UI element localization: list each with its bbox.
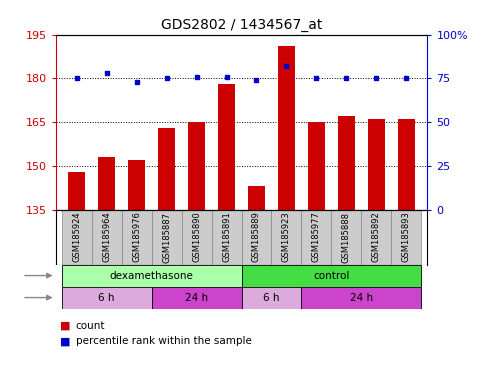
Text: GSM185977: GSM185977 [312,212,321,263]
Bar [122,210,152,265]
Bar [271,210,301,265]
Bar [152,210,182,265]
Bar [331,210,361,265]
Bar [98,157,115,210]
Text: GSM185887: GSM185887 [162,212,171,263]
Bar [242,265,422,286]
Bar [218,84,235,210]
Text: ■: ■ [60,336,71,346]
Text: ■: ■ [60,321,71,331]
Bar [128,160,145,210]
Bar [242,210,271,265]
Text: GSM185889: GSM185889 [252,212,261,263]
Text: 6 h: 6 h [98,293,115,303]
Text: 24 h: 24 h [185,293,208,303]
Bar [301,286,422,309]
Text: GSM185893: GSM185893 [402,212,411,263]
Text: control: control [313,271,350,281]
Bar [248,186,265,210]
Bar [61,265,242,286]
Bar [152,286,242,309]
Text: GSM185923: GSM185923 [282,212,291,262]
Title: GDS2802 / 1434567_at: GDS2802 / 1434567_at [161,18,322,32]
Bar [92,210,122,265]
Bar [301,210,331,265]
Text: GSM185890: GSM185890 [192,212,201,262]
Text: GSM185924: GSM185924 [72,212,81,262]
Text: count: count [76,321,105,331]
Text: GSM185964: GSM185964 [102,212,111,262]
Bar [361,210,391,265]
Bar [368,119,385,210]
Bar [278,46,295,210]
Text: GSM185976: GSM185976 [132,212,141,263]
Bar [61,210,92,265]
Bar [398,119,415,210]
Bar [182,210,212,265]
Bar [308,122,325,210]
Bar [158,128,175,210]
Text: dexamethasone: dexamethasone [110,271,194,281]
Text: GSM185891: GSM185891 [222,212,231,262]
Text: GSM185892: GSM185892 [372,212,381,262]
Text: GSM185888: GSM185888 [342,212,351,263]
Bar [68,172,85,210]
Bar [212,210,242,265]
Text: 6 h: 6 h [263,293,280,303]
Bar [188,122,205,210]
Bar [391,210,422,265]
Bar [61,286,152,309]
Bar [242,286,301,309]
Text: 24 h: 24 h [350,293,373,303]
Bar [338,116,355,210]
Text: percentile rank within the sample: percentile rank within the sample [76,336,252,346]
